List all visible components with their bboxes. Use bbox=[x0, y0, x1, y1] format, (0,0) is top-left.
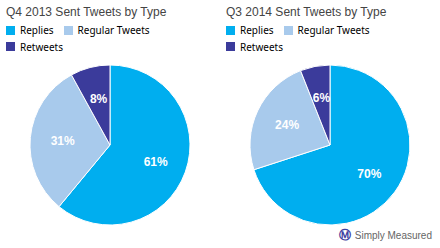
svg-text:8%: 8% bbox=[90, 92, 108, 106]
html-text:Q4 2013 Sent Tweets by Type: Q4 2013 Sent Tweets by Type bbox=[6, 5, 167, 19]
html-text:Replies: Replies bbox=[20, 23, 54, 38]
svg-text:61%: 61% bbox=[144, 155, 168, 169]
html-text:Retweets: Retweets bbox=[20, 39, 63, 54]
html-text:Replies: Replies bbox=[240, 23, 274, 38]
html-text:Regular Tweets: Regular Tweets bbox=[297, 23, 370, 38]
html-text:Regular Tweets: Regular Tweets bbox=[77, 23, 150, 38]
svg-text:31%: 31% bbox=[51, 134, 75, 148]
svg-text:6%: 6% bbox=[313, 91, 331, 105]
svg-text:70%: 70% bbox=[357, 167, 381, 181]
html-text:Retweets: Retweets bbox=[240, 39, 283, 54]
html-text:Q3 2014 Sent Tweets by Type: Q3 2014 Sent Tweets by Type bbox=[226, 5, 387, 19]
svg-text:24%: 24% bbox=[275, 118, 299, 132]
html-text:Ⓜ Simply Measured: Ⓜ Simply Measured bbox=[338, 228, 432, 242]
